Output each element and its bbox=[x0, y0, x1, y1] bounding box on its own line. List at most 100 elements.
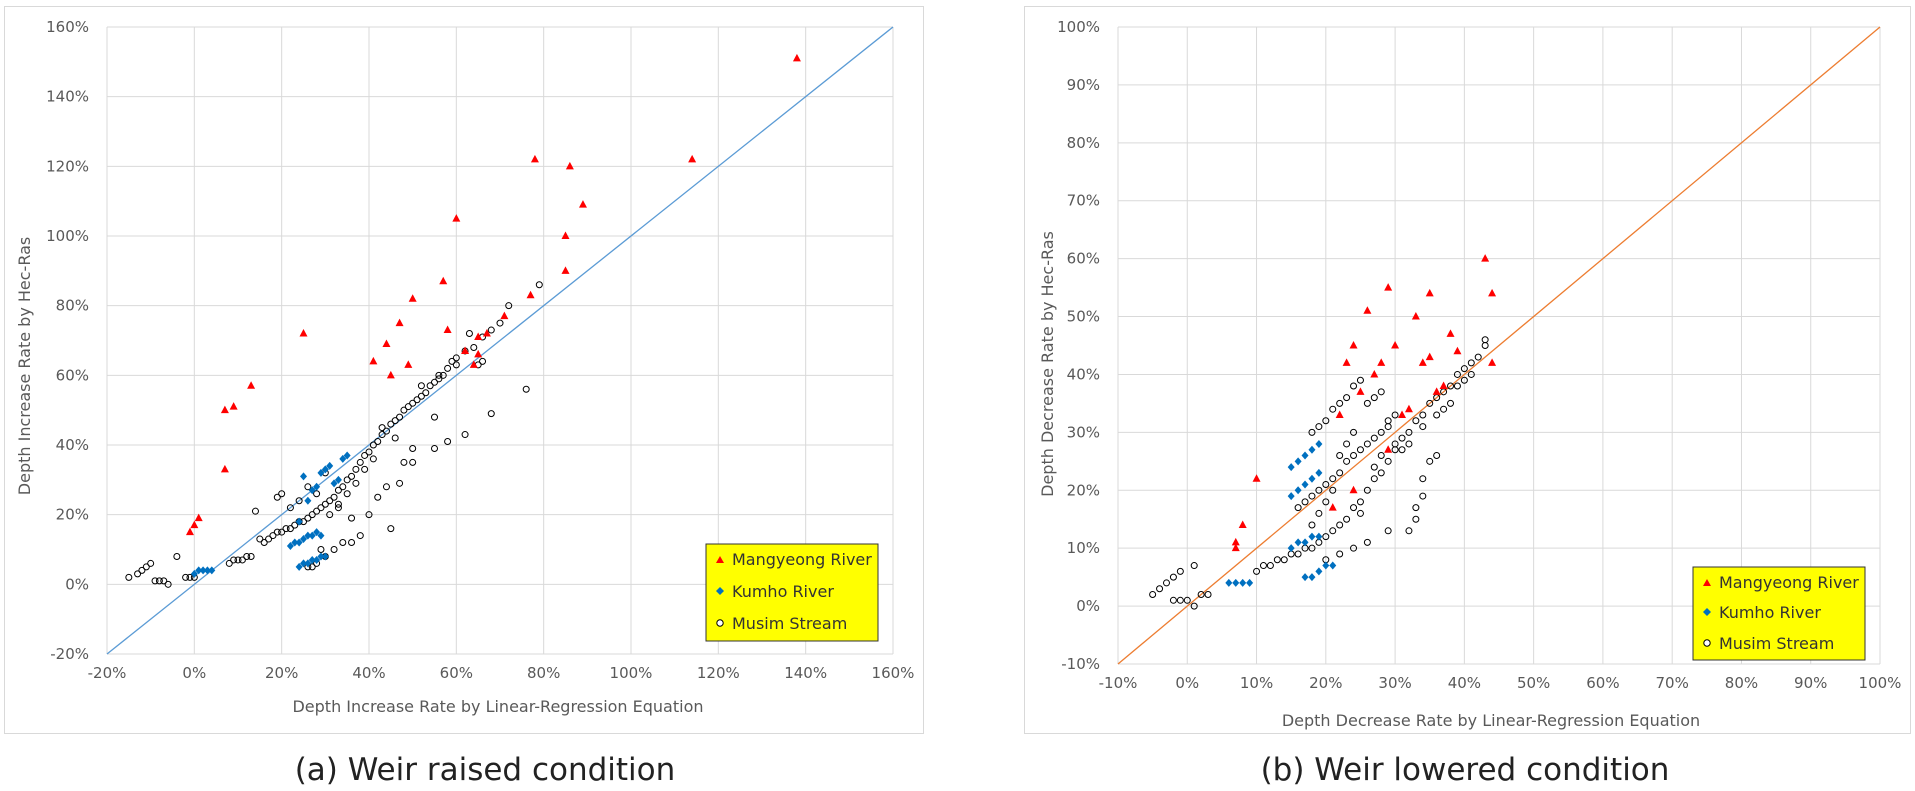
chart-a-mangyeong-point bbox=[500, 311, 509, 320]
chart-b-musim-point bbox=[1336, 452, 1344, 460]
chart-b-musim-point bbox=[1405, 527, 1413, 535]
chart-b-musim-point bbox=[1412, 417, 1420, 425]
chart-b-xlabel: Depth Decrease Rate by Linear-Regression… bbox=[1282, 711, 1700, 730]
chart-b-musim-point bbox=[1356, 376, 1364, 384]
chart-a-mangyeong-point bbox=[299, 329, 308, 337]
chart-b-musim-point bbox=[1370, 394, 1378, 402]
chart-a-kumho-point bbox=[339, 454, 347, 463]
chart-b-mangyeong-point bbox=[1404, 404, 1413, 413]
chart-b-legend-mangyeong-marker bbox=[1703, 579, 1711, 586]
chart-a-xtick-label: 160% bbox=[872, 664, 915, 682]
chart-a-musim-point bbox=[409, 444, 417, 452]
chart-b-musim-point bbox=[1190, 562, 1198, 570]
chart-a-musim-point bbox=[230, 556, 238, 564]
chart-b-legend-musim-marker bbox=[1703, 639, 1711, 647]
chart-b-xtick-label: 50% bbox=[1517, 674, 1550, 692]
chart-b-kumho-point bbox=[1287, 544, 1295, 553]
chart-a-musim-point bbox=[348, 472, 356, 480]
chart-a-musim-point bbox=[155, 577, 163, 585]
chart-a-ytick-label: 0% bbox=[65, 575, 89, 593]
chart-b-musim-point bbox=[1467, 370, 1475, 378]
chart-a-musim-point bbox=[164, 580, 172, 588]
chart-b-mangyeong-point bbox=[1446, 329, 1455, 337]
chart-a-mangyeong-point bbox=[386, 370, 395, 379]
chart-a-mangyeong-point bbox=[194, 513, 203, 522]
chart-a-musim-point bbox=[422, 389, 430, 397]
chart-a-ylabel: Depth Increase Rate by Hec-Ras bbox=[15, 237, 34, 495]
chart-a-kumho-point bbox=[199, 566, 207, 575]
chart-b-mangyeong-point bbox=[1231, 537, 1240, 546]
chart-a-musim-point bbox=[426, 382, 434, 390]
chart-a-musim-point bbox=[134, 570, 142, 578]
chart-a-mangyeong-point bbox=[578, 200, 587, 208]
chart-b-musim-point bbox=[1343, 457, 1351, 465]
chart-b-musim-point bbox=[1343, 394, 1351, 402]
chart-b-musim-point bbox=[1308, 492, 1316, 500]
chart-a-musim-point bbox=[334, 500, 342, 508]
chart-a-musim-point bbox=[343, 476, 351, 484]
chart-b-musim-point bbox=[1363, 440, 1371, 448]
chart-b-legend-box bbox=[1692, 566, 1866, 661]
chart-b-musim-point bbox=[1162, 579, 1170, 587]
chart-a-musim-point bbox=[435, 371, 443, 379]
chart-a-musim-point bbox=[387, 525, 395, 533]
chart-a-musim-point bbox=[321, 500, 329, 508]
chart-a-musim-point bbox=[317, 504, 325, 512]
chart-a-ytick-label: 120% bbox=[46, 157, 89, 175]
chart-a-mangyeong-point bbox=[461, 346, 470, 354]
chart-a-kumho-point bbox=[304, 531, 312, 540]
chart-b-musim-point bbox=[1453, 382, 1461, 390]
chart-a-musim-point bbox=[339, 539, 347, 547]
chart-b-kumho-point bbox=[1301, 480, 1309, 489]
chart-a-musim-point bbox=[378, 431, 386, 439]
chart-a-kumho-point bbox=[208, 566, 216, 575]
chart-b-musim-point bbox=[1149, 591, 1157, 599]
chart-b-ytick-label: 10% bbox=[1067, 539, 1100, 557]
chart-b-musim-point bbox=[1363, 399, 1371, 407]
chart-a-legend-kumho-marker bbox=[716, 587, 724, 595]
chart-b-musim-point bbox=[1433, 452, 1441, 460]
chart-a-mangyeong-point bbox=[220, 464, 229, 473]
chart-a-musim-point bbox=[343, 490, 351, 498]
chart-b-musim-point bbox=[1419, 411, 1427, 419]
chart-a-musim-point bbox=[361, 451, 369, 459]
chart-a-musim-point bbox=[269, 532, 277, 540]
chart-a-kumho-point bbox=[295, 562, 303, 571]
chart-a-musim-point bbox=[182, 573, 190, 581]
chart-b-kumho-point bbox=[1301, 538, 1309, 547]
chart-a-musim-point bbox=[444, 438, 452, 446]
chart-b-musim-point bbox=[1197, 591, 1205, 599]
chart-a-musim-point bbox=[391, 417, 399, 425]
chart-b-mangyeong-point bbox=[1425, 288, 1434, 297]
chart-b-musim-point bbox=[1467, 359, 1475, 367]
chart-a-musim-point bbox=[356, 458, 364, 466]
chart-b-musim-point bbox=[1329, 527, 1337, 535]
caption-weir-lowered: (b) Weir lowered condition bbox=[1260, 752, 1670, 788]
chart-a-musim-point bbox=[313, 507, 321, 515]
chart-b-legend-mangyeong: Mangyeong River bbox=[1719, 573, 1859, 592]
chart-a-musim-point bbox=[396, 479, 404, 487]
chart-a-musim-point bbox=[409, 458, 417, 466]
chart-a-musim-point bbox=[444, 364, 452, 372]
chart-b-reference-line bbox=[1117, 26, 1881, 665]
chart-b-kumho-point bbox=[1308, 532, 1316, 541]
chart-b-mangyeong-point bbox=[1411, 312, 1420, 320]
chart-a-musim-point bbox=[378, 424, 386, 432]
chart-a-musim-point bbox=[256, 535, 264, 543]
chart-a-xtick-label: -20% bbox=[88, 664, 127, 682]
chart-b-musim-point bbox=[1329, 486, 1337, 494]
chart-a-musim-point bbox=[461, 431, 469, 439]
chart-a-musim-point bbox=[234, 556, 242, 564]
chart-b-kumho-point bbox=[1315, 532, 1323, 541]
chart-b-musim-point bbox=[1391, 440, 1399, 448]
chart-b-ytick-label: 90% bbox=[1067, 76, 1100, 94]
chart-a-musim-point bbox=[417, 382, 425, 390]
chart-b-musim-point bbox=[1356, 498, 1364, 506]
chart-b-mangyeong-point bbox=[1342, 358, 1351, 366]
chart-b-musim-point bbox=[1356, 509, 1364, 517]
chart-a-kumho-point bbox=[286, 542, 294, 551]
chart-a-musim-point bbox=[435, 375, 443, 383]
chart-b-mangyeong-point bbox=[1432, 387, 1441, 395]
chart-a-legend-box bbox=[705, 543, 879, 642]
